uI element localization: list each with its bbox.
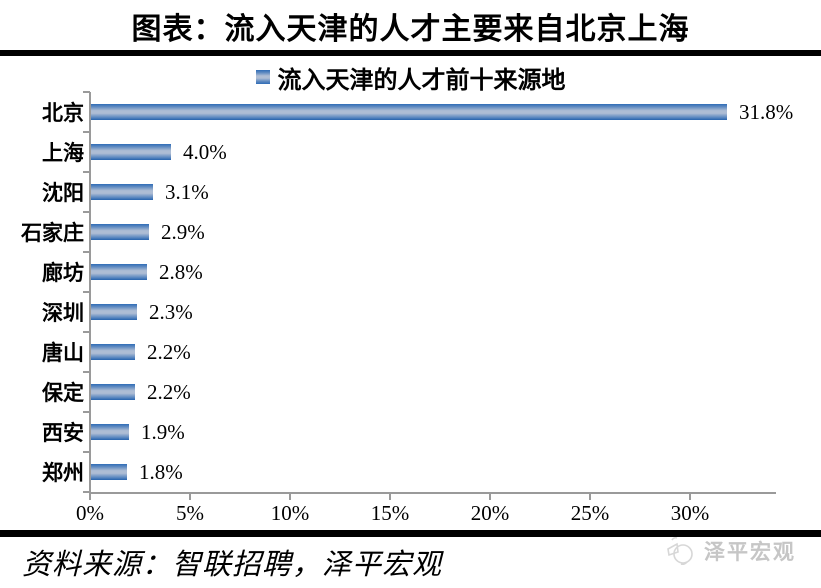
y-axis-tick [83, 291, 90, 293]
value-label: 2.3% [149, 299, 193, 324]
bar [91, 144, 171, 160]
x-axis-line [89, 492, 776, 494]
x-axis-tick [189, 494, 191, 500]
bar [91, 424, 129, 440]
y-axis-tick [83, 171, 90, 173]
category-label: 唐山 [42, 341, 84, 365]
x-axis-tick-label: 15% [370, 501, 410, 525]
x-axis-tick [589, 494, 591, 500]
bar-row: 石家庄 2.9% [0, 212, 821, 252]
value-label: 2.8% [159, 259, 203, 284]
y-axis-tick [83, 131, 90, 133]
y-axis-tick [83, 451, 90, 453]
y-axis-tick [83, 91, 90, 93]
value-label: 31.8% [739, 99, 794, 124]
bar [91, 264, 147, 280]
value-label: 1.9% [141, 419, 185, 444]
y-axis-tick [83, 411, 90, 413]
y-axis-tick [83, 371, 90, 373]
bar-row: 深圳 2.3% [0, 292, 821, 332]
legend-label: 流入天津的人才前十来源地 [277, 67, 566, 94]
bar [91, 464, 127, 480]
category-label: 石家庄 [21, 221, 84, 245]
chart-legend: 流入天津的人才前十来源地 [0, 63, 821, 94]
value-label: 4.0% [183, 139, 227, 164]
title-divider [0, 50, 821, 56]
bar [91, 184, 153, 200]
bar-row: 北京 31.8% [0, 92, 821, 132]
value-label: 2.2% [147, 379, 191, 404]
bar-row: 廊坊 2.8% [0, 252, 821, 292]
category-label: 郑州 [42, 461, 84, 485]
category-label: 深圳 [42, 301, 84, 325]
x-axis-tick [389, 494, 391, 500]
value-label: 2.2% [147, 339, 191, 364]
y-axis-tick [83, 331, 90, 333]
bar [91, 104, 727, 120]
x-axis-tick-label: 30% [670, 501, 710, 525]
footer-divider [0, 530, 821, 537]
category-label: 廊坊 [42, 261, 84, 285]
value-label: 3.1% [165, 179, 209, 204]
category-label: 北京 [42, 101, 84, 125]
legend-series-marker-icon [255, 70, 270, 84]
bar [91, 224, 149, 240]
bar-row: 郑州 1.8% [0, 452, 821, 492]
x-axis-tick [289, 494, 291, 500]
x-axis-tick [489, 494, 491, 500]
x-axis-tick-label: 25% [570, 501, 610, 525]
bar-row: 沈阳 3.1% [0, 172, 821, 212]
bar-row: 西安 1.9% [0, 412, 821, 452]
bar [91, 344, 135, 360]
bar [91, 304, 137, 320]
category-label: 上海 [42, 141, 84, 165]
x-axis-tick [689, 494, 691, 500]
x-axis-tick [89, 494, 91, 500]
x-axis-tick-label: 20% [470, 501, 510, 525]
bar-row: 上海 4.0% [0, 132, 821, 172]
y-axis-tick [83, 491, 90, 493]
chart-title: 图表：流入天津的人才主要来自北京上海 [131, 13, 690, 46]
value-label: 1.8% [139, 459, 183, 484]
bar-row: 保定 2.2% [0, 372, 821, 412]
y-axis-tick [83, 211, 90, 213]
category-label: 西安 [42, 421, 84, 445]
source-text: 资料来源：智联招聘，泽平宏观 [22, 549, 443, 581]
category-label: 沈阳 [42, 181, 84, 205]
bar-row: 唐山 2.2% [0, 332, 821, 372]
category-label: 保定 [42, 381, 84, 405]
y-axis-line [89, 92, 91, 499]
x-axis-tick-label: 0% [76, 501, 104, 525]
value-label: 2.9% [161, 219, 205, 244]
watermark-text: 泽平宏观 [704, 540, 796, 564]
y-axis-tick [83, 251, 90, 253]
watermark: 泽平宏观 [662, 535, 796, 567]
bar [91, 384, 135, 400]
x-axis-tick-label: 10% [270, 501, 310, 525]
x-axis-tick-label: 5% [176, 501, 204, 525]
megaphone-icon [667, 536, 693, 566]
